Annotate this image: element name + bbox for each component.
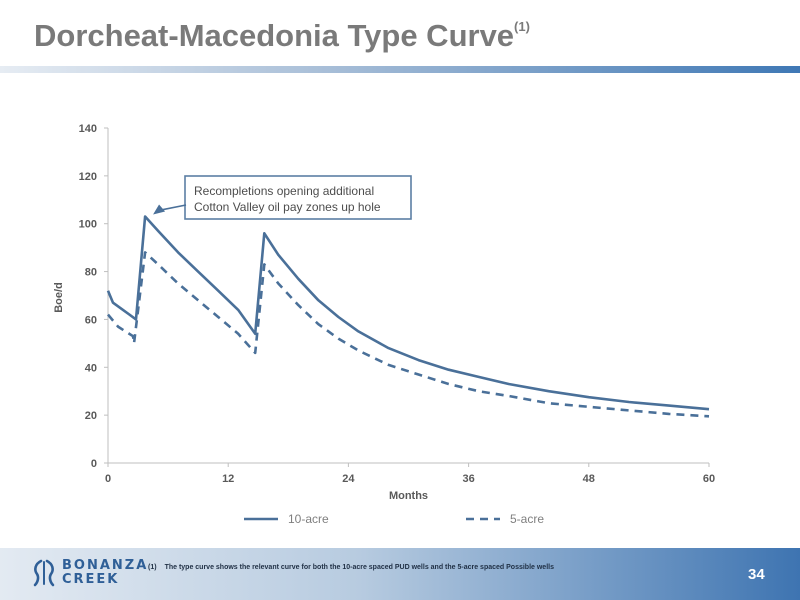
x-tick-label: 48	[583, 473, 595, 485]
y-tick-label: 20	[85, 410, 97, 422]
bonanza-creek-logo-text: BONANZA CREEK	[62, 559, 148, 587]
footnote-marker: (1)	[148, 564, 157, 571]
y-tick-label: 100	[79, 219, 97, 231]
callout-text-line: Cotton Valley oil pay zones up hole	[194, 200, 381, 214]
footnote-text: The type curve shows the relevant curve …	[164, 564, 554, 571]
y-tick-label: 40	[85, 362, 97, 374]
footnote: (1) The type curve shows the relevant cur…	[148, 564, 554, 571]
y-tick-label: 0	[91, 458, 97, 470]
slide-title-text: Dorcheat-Macedonia Type Curve	[34, 18, 515, 53]
title-divider-bar	[0, 66, 800, 73]
y-tick-label: 80	[85, 267, 97, 279]
x-tick-label: 36	[462, 473, 474, 485]
logo-line-2: CREEK	[62, 572, 120, 587]
legend-label-5-acre: 5-acre	[510, 512, 544, 526]
x-tick-label: 0	[105, 473, 111, 485]
x-tick-label: 12	[222, 473, 234, 485]
slide-title: Dorcheat-Macedonia Type Curve(1)	[34, 18, 530, 54]
bonanza-creek-logo: BONANZA CREEK	[32, 558, 148, 588]
footer-bar: BONANZA CREEK (1) The type curve shows th…	[0, 548, 800, 600]
y-tick-label: 60	[85, 314, 97, 326]
callout-arrow-head	[153, 204, 166, 215]
series-line-10-acre	[106, 215, 710, 411]
y-tick-label: 120	[79, 171, 97, 183]
y-axis-label: Boe/d	[53, 282, 65, 313]
logo-line-1: BONANZA	[62, 558, 149, 573]
callout-text-line: Recompletions opening additional	[194, 184, 374, 198]
series-line-5-acre	[107, 251, 710, 418]
callout-box	[184, 175, 412, 220]
x-tick-label: 24	[342, 473, 355, 485]
x-axis-label: Months	[389, 490, 428, 502]
page-number: 34	[748, 566, 765, 583]
slide-title-footnote-ref: (1)	[514, 18, 530, 34]
legend-label-10-acre: 10-acre	[288, 512, 329, 526]
y-tick-label: 140	[79, 123, 97, 135]
bonanza-creek-logo-icon	[33, 559, 55, 587]
x-tick-label: 60	[703, 473, 715, 485]
